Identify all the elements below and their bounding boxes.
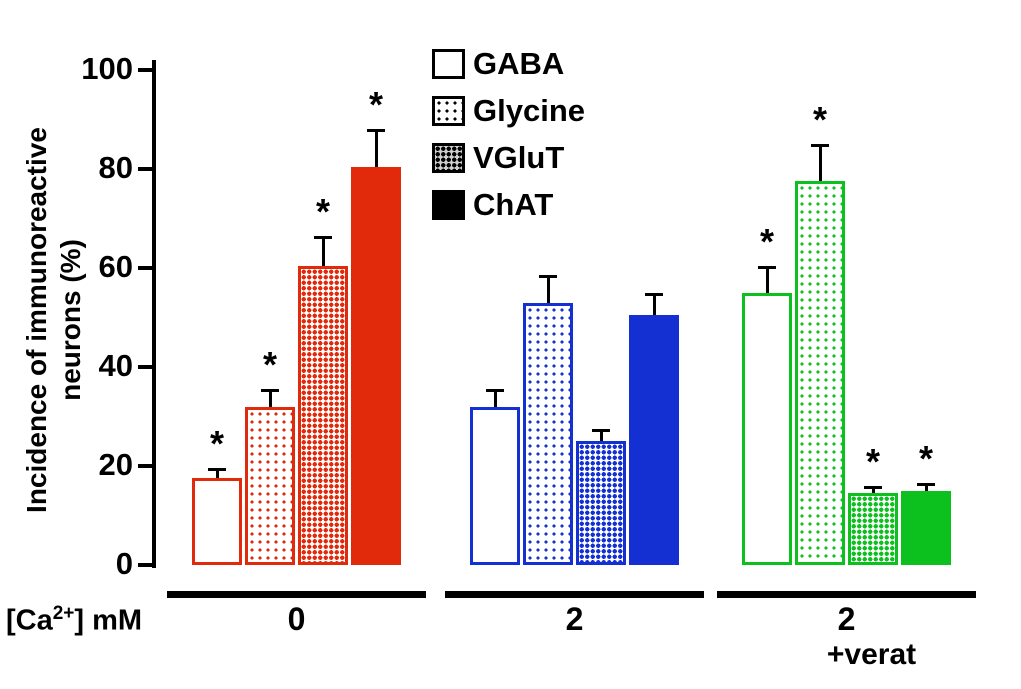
y-tick-label: 60 — [98, 249, 133, 284]
significance-asterisk: * — [759, 220, 774, 262]
error-bar-stem — [546, 275, 550, 303]
error-bar-stem — [871, 485, 875, 494]
y-tick-label: 20 — [98, 447, 133, 482]
legend-swatch-gaba — [432, 48, 465, 79]
bar-gaba — [470, 406, 520, 565]
x-axis-unit-post: ] mM — [74, 604, 143, 637]
error-bar-stem — [652, 292, 656, 316]
y-tick-mark — [138, 167, 154, 171]
error-bar-cap — [864, 485, 882, 489]
error-bar-cap — [592, 428, 610, 432]
y-tick-label: 40 — [98, 348, 133, 383]
bar-vglut — [576, 441, 626, 565]
legend-item-chat: ChAT — [432, 181, 585, 228]
bar-glycine — [523, 302, 573, 565]
error-bar-stem — [374, 129, 378, 167]
significance-asterisk: * — [865, 440, 880, 482]
error-bar-stem — [321, 235, 325, 266]
legend-swatch-chat — [432, 189, 465, 220]
bar-glycine — [245, 406, 295, 565]
x-axis-unit-label: [Ca2+] mM — [6, 603, 142, 638]
x-axis-unit-sup: 2+ — [52, 603, 75, 624]
bar-gaba — [742, 292, 792, 565]
legend-item-glycine: Glycine — [432, 87, 585, 134]
significance-asterisk: * — [918, 438, 933, 480]
group-label: 2 — [837, 601, 856, 637]
bar-glycine — [795, 181, 845, 565]
error-bar-cap — [367, 129, 385, 133]
y-tick-mark — [138, 266, 154, 270]
bar-vglut — [848, 493, 898, 565]
error-bar-stem — [924, 483, 928, 491]
error-bar-stem — [765, 265, 769, 293]
bar-gaba — [192, 478, 242, 565]
error-bar-stem — [599, 428, 603, 442]
error-bar-cap — [645, 292, 663, 296]
error-bar-stem — [818, 144, 822, 182]
significance-asterisk: * — [315, 190, 330, 232]
error-bar-cap — [261, 389, 279, 393]
error-bar-stem — [215, 468, 219, 479]
significance-asterisk: * — [812, 99, 827, 141]
significance-asterisk: * — [209, 423, 224, 465]
legend-item-vglut: VGluT — [432, 134, 585, 181]
legend-label: ChAT — [473, 187, 554, 222]
y-tick-label: 80 — [98, 150, 133, 185]
significance-asterisk: * — [368, 84, 383, 126]
x-axis-unit-pre: [Ca — [6, 604, 53, 637]
error-bar-cap — [314, 235, 332, 239]
y-tick-mark — [138, 68, 154, 72]
y-axis-line — [152, 60, 156, 568]
group-label: 2 — [565, 601, 584, 637]
y-tick-label: 100 — [81, 51, 133, 86]
group-sublabel: +verat — [826, 638, 917, 671]
error-bar-cap — [758, 265, 776, 269]
bar-chat — [629, 315, 679, 565]
legend-swatch-glycine — [432, 95, 465, 126]
y-tick-label: 0 — [115, 546, 133, 581]
legend-item-gaba: GABA — [432, 40, 585, 87]
legend-label: Glycine — [473, 93, 585, 128]
group-underline — [167, 591, 426, 598]
error-bar-cap — [539, 275, 557, 279]
error-bar-cap — [811, 144, 829, 148]
legend-label: GABA — [473, 46, 565, 81]
legend-swatch-vglut — [432, 142, 465, 173]
group-underline — [717, 591, 976, 598]
error-bar-cap — [486, 389, 504, 393]
y-tick-mark — [138, 365, 154, 369]
y-axis-title: Incidence of immunoreactive neurons (%) — [21, 127, 86, 513]
error-bar-stem — [268, 389, 272, 407]
error-bar-cap — [917, 483, 935, 487]
group-label: 0 — [287, 601, 306, 637]
bar-chat — [351, 166, 401, 565]
y-tick-mark — [138, 563, 154, 567]
bar-vglut — [298, 265, 348, 565]
error-bar-stem — [493, 389, 497, 407]
bar-chat — [901, 490, 951, 565]
error-bar-cap — [208, 468, 226, 472]
legend-label: VGluT — [473, 140, 565, 175]
group-underline — [445, 591, 704, 598]
significance-asterisk: * — [262, 344, 277, 386]
legend: GABA Glycine VGluT ChAT — [432, 40, 585, 228]
y-tick-mark — [138, 464, 154, 468]
